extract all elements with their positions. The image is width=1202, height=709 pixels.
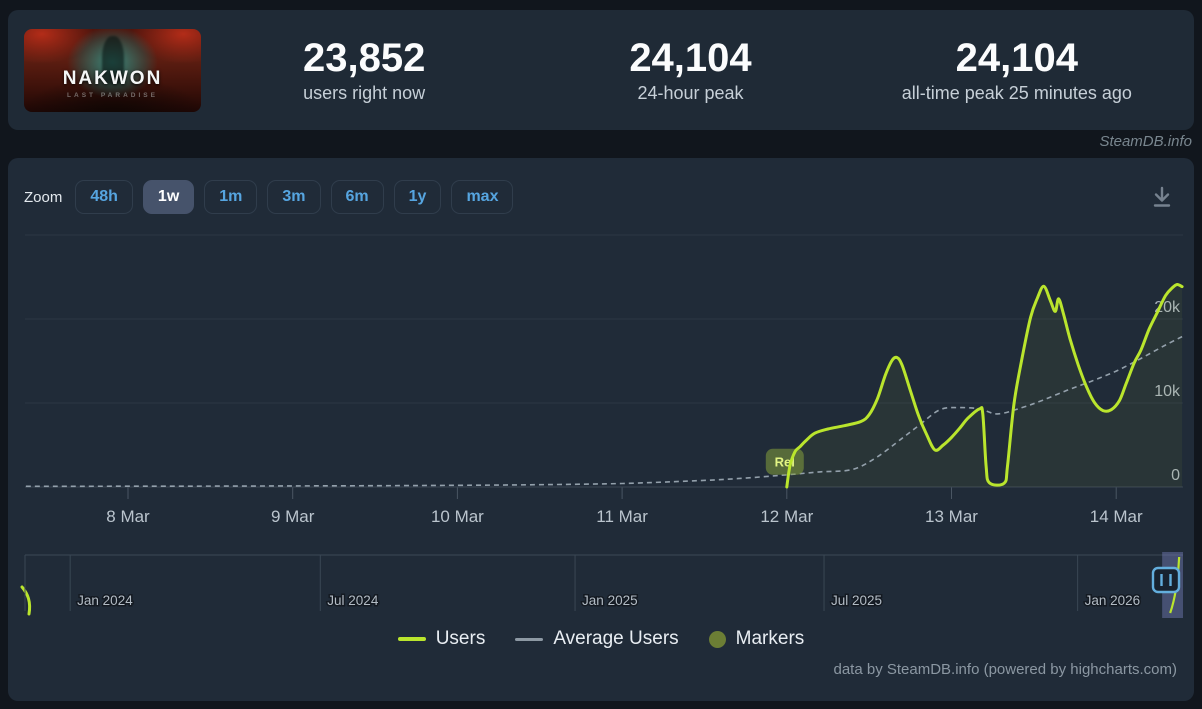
- x-axis-label: 12 Mar: [760, 507, 813, 526]
- users-line-swatch: [397, 637, 426, 641]
- users-now-label: users right now: [303, 83, 426, 103]
- x-axis-label: 14 Mar: [1090, 507, 1143, 526]
- navigator-handle-box[interactable]: [1151, 566, 1181, 594]
- chart-legend: Users Average Users Markers: [8, 628, 1194, 650]
- download-button[interactable]: [1146, 181, 1178, 213]
- users-line: [785, 283, 1184, 489]
- header-panel: NAKWON LAST PARADISE 23,852 users right …: [8, 10, 1194, 130]
- chart-panel: Zoom 48h 1w 1m 3m 6m 1y max 010k20k8 Mar…: [8, 158, 1194, 701]
- stats-row: 23,852 users right now 24,104 24-hour pe…: [201, 36, 1194, 104]
- legend-label-markers: Markers: [735, 628, 805, 649]
- legend-label-users: Users: [435, 628, 486, 649]
- range-button-48h[interactable]: 48h: [75, 180, 133, 214]
- peak-24h-label: 24-hour peak: [637, 83, 744, 103]
- legend-item-markers[interactable]: Markers: [708, 628, 805, 650]
- stat-users-now: 23,852 users right now: [201, 36, 527, 104]
- chart-credit: data by SteamDB.info (powered by highcha…: [833, 661, 1178, 678]
- average-users-line: [25, 335, 1183, 488]
- game-subtitle: LAST PARADISE: [67, 91, 158, 99]
- y-axis-label: 10k: [1154, 383, 1181, 400]
- x-axis-label: 11 Mar: [596, 507, 648, 526]
- x-axis-label: 10 Mar: [431, 507, 484, 526]
- navigator-month-label: Jul 2024: [327, 593, 379, 608]
- alltime-peak-label: all-time peak 25 minutes ago: [901, 83, 1132, 103]
- x-axis-label: 9 Mar: [271, 507, 315, 526]
- steamdb-watermark: SteamDB.info: [1099, 133, 1192, 150]
- navigator-handle[interactable]: [1151, 566, 1181, 594]
- range-button-6m[interactable]: 6m: [330, 180, 384, 214]
- average-users-line-swatch: [515, 637, 544, 641]
- navigator-month-label: Jan 2025: [582, 593, 638, 608]
- range-button-max[interactable]: max: [451, 180, 514, 214]
- stat-alltime-peak: 24,104 all-time peak 25 minutes ago: [854, 36, 1180, 104]
- navigator-month-label: Jul 2025: [831, 593, 882, 608]
- legend-item-users[interactable]: Users: [397, 628, 486, 650]
- range-button-1y[interactable]: 1y: [393, 180, 442, 214]
- legend-label-average-users: Average Users: [553, 628, 679, 649]
- users-area-fill: [786, 284, 1183, 487]
- range-button-1m[interactable]: 1m: [204, 180, 258, 214]
- peak-24h-value: 24,104: [629, 36, 752, 80]
- game-title: NAKWON: [62, 67, 163, 89]
- zoom-toolbar: Zoom 48h 1w 1m 3m 6m 1y max: [24, 180, 1178, 214]
- y-axis-label: 0: [1171, 467, 1180, 484]
- markers-swatch: [708, 630, 726, 648]
- legend-item-average-users[interactable]: Average Users: [515, 628, 679, 650]
- navigator-month-label: Jan 2026: [1085, 593, 1141, 608]
- zoom-toolbar-label: Zoom: [24, 188, 63, 206]
- stat-24h-peak: 24,104 24-hour peak: [527, 36, 853, 104]
- alltime-peak-value: 24,104: [955, 36, 1078, 80]
- download-icon: [1153, 186, 1171, 207]
- range-button-1w[interactable]: 1w: [142, 180, 195, 214]
- users-now-value: 23,852: [302, 36, 426, 80]
- x-axis-label: 13 Mar: [925, 507, 978, 526]
- game-capsule[interactable]: NAKWON LAST PARADISE: [24, 28, 201, 112]
- navigator-month-label: Jan 2024: [77, 593, 133, 608]
- x-axis-label: 8 Mar: [106, 507, 150, 526]
- range-button-3m[interactable]: 3m: [267, 180, 321, 214]
- stray-series-fragment: [20, 585, 32, 616]
